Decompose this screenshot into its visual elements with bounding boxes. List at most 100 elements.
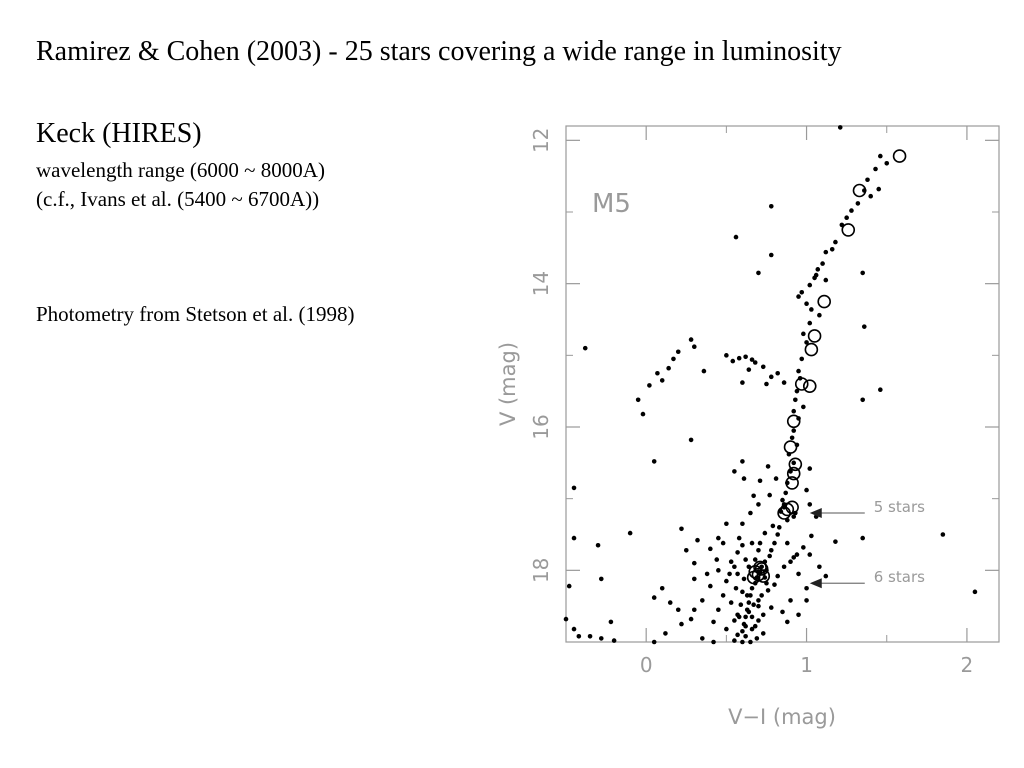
photometry-star-dot [691,560,697,566]
photometry-star-dot [768,374,774,380]
photometry-star-dot [815,267,821,272]
photometry-star-dot [688,437,694,443]
photometry-star-dot [801,404,806,410]
target-star-circle [748,564,763,579]
photometry-star-dot [675,607,681,613]
photometry-star-dot [801,545,806,550]
photometry-star-dot [595,542,601,548]
photometry-star-dot [749,614,755,620]
photometry-star-dot [791,460,797,466]
photometry-star-dot [794,388,800,394]
photometry-star-dot [799,356,805,362]
y-axis-title: V (mag) [496,342,520,426]
x-tick-label: 1 [800,653,813,677]
photometry-star-dot [767,492,772,498]
photometry-star-dot [748,510,753,516]
photometry-star-dot [770,523,776,529]
photometry-star-dot [736,355,742,361]
photometry-star-dot [651,459,657,464]
photometry-star-dot [820,261,825,266]
photometry-star-dot [708,546,713,552]
photometry-star-dot [767,553,772,559]
target-star-circle [753,560,767,575]
photometry-star-dot [796,612,801,618]
photometry-star-dot [740,380,745,385]
photometry-star-dot [659,378,665,383]
photometry-star-dot [756,547,761,553]
photometry-star-dot [765,588,771,593]
photometry-star-dot [679,621,684,627]
photometry-star-dot [796,368,801,374]
photometry-star-dot [807,466,813,471]
photometry-star-dot [757,478,763,484]
photometry-star-dot [730,358,736,364]
photometry-star-dot [760,631,766,636]
photometry-star-dot [728,600,734,605]
photometry-star-dot [743,633,748,639]
photometry-star-dot [796,294,801,299]
target-star-circle [746,570,761,585]
photometry-star-dot [776,525,782,530]
photometry-star-dot [743,614,748,620]
photometry-star-dot [700,636,705,641]
photometry-star-dot [733,234,739,240]
photometry-star-dot [748,593,753,598]
photometry-star-dot [743,623,748,629]
target-star-circle [852,183,867,198]
photometry-star-dot [809,533,814,539]
photometry-star-dot [647,383,652,388]
photometry-star-dot [860,535,865,541]
photometry-star-dot [756,598,761,603]
photometry-text: Photometry from Stetson et al. (1998) [36,302,355,326]
photometry-star-dot [714,557,720,562]
photometry-star-dot [768,252,774,258]
data-marks [563,125,978,645]
photometry-star-dot [735,571,740,577]
photometry-star-dot [716,568,721,573]
photometry-star-dot [655,370,660,376]
photometry-star-dot [765,464,771,469]
photometry-star-dot [704,571,710,577]
photometry-star-dot [868,193,874,199]
photometry-star-dot [720,593,726,598]
photometry-star-dot [688,616,694,622]
photometry-star-dot [768,203,774,209]
photometry-star-dot [679,526,684,532]
target-star-circle [804,342,819,357]
photometry-star-dot [823,249,829,255]
target-star-circle [783,440,798,454]
target-star-circle [788,457,803,472]
photometry-star-dot [611,638,617,643]
photometry-star-dot [791,428,797,433]
photometry-star-dot [791,514,797,519]
photometry-star-dot [740,589,745,595]
photometry-star-dot [796,571,801,577]
photometry-star-dot [752,623,758,629]
photometry-star-dot [788,559,793,565]
photometry-star-dot [571,485,577,491]
target-star-circle [785,500,799,515]
photometry-star-dot [695,537,700,543]
photometry-star-dot [667,600,673,605]
photometry-star-dot [683,547,689,553]
photometry-star-dot [878,387,883,393]
photometry-star-dot [691,576,697,582]
photometry-star-dot [659,585,665,591]
photometry-star-dot [691,344,697,350]
photometry-star-dot [675,349,681,355]
photometry-star-dot [635,397,641,403]
photometry-star-dot [809,307,814,312]
photometry-star-dot [793,397,798,403]
target-star-circle [817,294,831,309]
photometry-star-dot [748,639,753,645]
photometry-star-dot [972,589,978,595]
photometry-star-dot [651,595,657,600]
photometry-star-dot [772,582,777,587]
photometry-star-dot [756,502,761,507]
photometry-star-dot [829,246,835,252]
photometry-star-dot [756,618,761,623]
photometry-star-dot [640,411,646,417]
photometry-star-dot [732,638,737,643]
photometry-star-dot [735,550,740,555]
